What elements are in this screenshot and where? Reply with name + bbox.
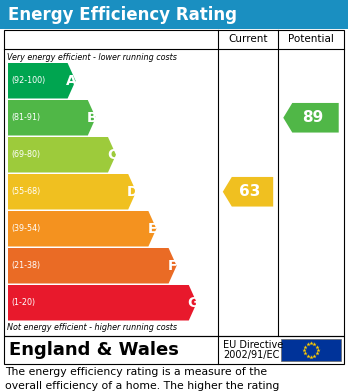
Bar: [0, 0, 348, 29]
Text: Current: Current: [228, 34, 268, 45]
Text: Potential: Potential: [288, 34, 334, 45]
Polygon shape: [8, 285, 197, 321]
Text: B: B: [86, 111, 97, 125]
Polygon shape: [8, 211, 156, 246]
Text: Not energy efficient - higher running costs: Not energy efficient - higher running co…: [7, 323, 177, 332]
Text: D: D: [126, 185, 138, 199]
Text: (39-54): (39-54): [11, 224, 40, 233]
Text: E: E: [148, 222, 157, 236]
Text: (81-91): (81-91): [11, 113, 40, 122]
Polygon shape: [283, 103, 339, 133]
Polygon shape: [8, 174, 136, 210]
Text: 89: 89: [302, 110, 324, 125]
Text: EU Directive: EU Directive: [223, 340, 283, 350]
Text: C: C: [107, 148, 117, 162]
Polygon shape: [223, 177, 273, 206]
Bar: [4, 30, 344, 336]
Bar: [281, 339, 341, 361]
Text: England & Wales: England & Wales: [9, 341, 179, 359]
Text: The energy efficiency rating is a measure of the
overall efficiency of a home. T: The energy efficiency rating is a measur…: [5, 367, 279, 391]
Polygon shape: [8, 248, 176, 283]
Text: G: G: [187, 296, 198, 310]
Polygon shape: [8, 63, 76, 99]
Text: Energy Efficiency Rating: Energy Efficiency Rating: [8, 5, 237, 23]
Text: A: A: [66, 74, 77, 88]
Text: 2002/91/EC: 2002/91/EC: [223, 350, 279, 360]
Text: (69-80): (69-80): [11, 150, 40, 159]
Text: (1-20): (1-20): [11, 298, 35, 307]
Text: (55-68): (55-68): [11, 187, 40, 196]
Text: (92-100): (92-100): [11, 76, 45, 85]
Polygon shape: [8, 100, 96, 136]
Polygon shape: [8, 137, 116, 172]
Bar: [4, 336, 344, 364]
Text: Very energy efficient - lower running costs: Very energy efficient - lower running co…: [7, 52, 177, 61]
Text: (21-38): (21-38): [11, 261, 40, 270]
Text: F: F: [168, 259, 177, 273]
Text: 63: 63: [239, 184, 261, 199]
